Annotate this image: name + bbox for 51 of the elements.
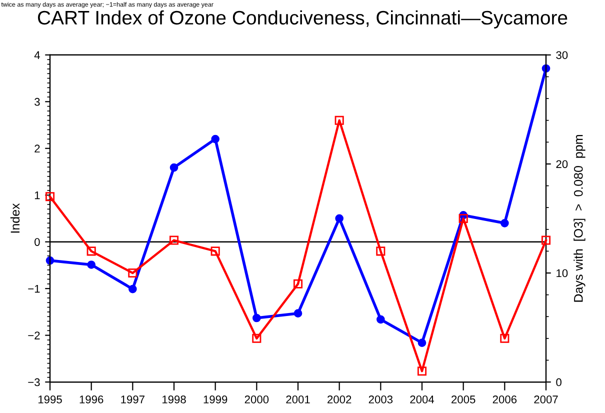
- y-tick-label: 1: [34, 191, 40, 200]
- point: [169, 236, 179, 245]
- x-tick-label: 2001: [286, 396, 310, 404]
- y-tick-label: 2: [34, 144, 40, 152]
- x-tick-label: 2005: [452, 396, 476, 404]
- point: [210, 246, 220, 256]
- point: [335, 214, 344, 223]
- point: [252, 334, 262, 343]
- point: [252, 314, 261, 322]
- y2-axis-title: Days with [O3] > 0.080 ppm: [574, 135, 586, 302]
- y2-tick-label: 20: [556, 160, 568, 168]
- point: [128, 284, 137, 294]
- x-tick-label: 1995: [38, 396, 62, 404]
- x-tick-label: 2002: [328, 396, 352, 404]
- point: [128, 268, 138, 278]
- y-tick-label: 0: [34, 238, 40, 246]
- y2-tick-label: 0: [556, 378, 562, 386]
- x-tick-label: 2006: [492, 396, 517, 404]
- point: [334, 116, 344, 125]
- y-tick-label: 3: [34, 98, 40, 106]
- point: [294, 309, 302, 318]
- x-tick-label: 1998: [162, 396, 186, 404]
- x-tick-label: 2007: [534, 396, 558, 404]
- point: [87, 260, 96, 269]
- point: [293, 279, 303, 288]
- y2-tick-label: 30: [556, 51, 568, 60]
- chart-title: CART Index of Ozone Conduciveness, Cincinnati—Sycamore: [38, 10, 568, 28]
- point: [458, 214, 468, 223]
- y-tick-label: −1: [28, 284, 40, 293]
- point: [418, 338, 426, 347]
- y-tick-label: 4: [34, 51, 40, 59]
- point: [86, 246, 96, 256]
- y-tick-label: −3: [28, 378, 40, 386]
- point: [500, 334, 510, 343]
- x-tick-label: 2004: [410, 396, 434, 404]
- y2-tick-label: 10: [556, 269, 568, 278]
- x-tick-label: 1999: [204, 396, 228, 404]
- point: [45, 192, 55, 202]
- point: [211, 134, 220, 144]
- point: [500, 218, 509, 228]
- point: [417, 366, 427, 376]
- point: [376, 315, 385, 324]
- point: [170, 163, 178, 172]
- x-tick-label: 1997: [121, 396, 144, 404]
- point: [376, 246, 386, 256]
- y-axis-title: Index: [10, 203, 20, 233]
- x-tick-label: 2003: [368, 396, 393, 404]
- y-tick-label: −2: [28, 332, 40, 340]
- x-tick-label: 1996: [80, 396, 104, 404]
- x-tick-label: 2000: [244, 396, 269, 404]
- point: [541, 236, 551, 245]
